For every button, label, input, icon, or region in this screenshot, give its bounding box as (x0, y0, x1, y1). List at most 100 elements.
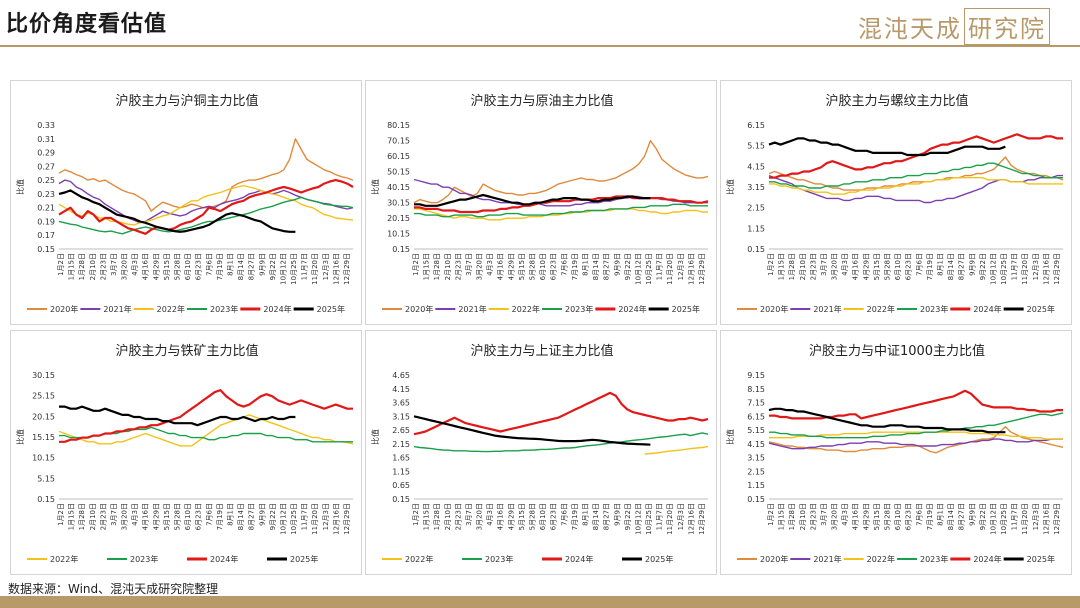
y-tick-label: 0.27 (37, 162, 55, 171)
y-tick-label: 5.15 (37, 474, 55, 483)
legend-label: 2023年 (920, 554, 948, 564)
x-tick-label: 9月9日 (613, 253, 621, 276)
chart-panel-csi1000: 沪胶主力与中证1000主力比值 比值 9.15 8.15 7.15 6.15 5.15 4.1… (720, 330, 1072, 575)
x-tick-label: 1月28日 (433, 503, 441, 530)
y-tick-label: 0.23 (37, 190, 55, 199)
top-divider (0, 45, 1080, 47)
series-line-2021年 (768, 174, 1063, 204)
legend-label: 2024年 (973, 554, 1001, 564)
x-tick-label: 5月15日 (518, 503, 526, 530)
x-tick-label: 2月23日 (99, 253, 107, 280)
x-tick-label: 7月6日 (560, 253, 568, 276)
chart-title: 沪胶主力与原油主力比值 (470, 93, 613, 109)
x-tick-label: 4月16日 (497, 503, 505, 530)
x-tick-label: 11月20日 (1021, 253, 1029, 285)
x-tick-label: 7月19日 (571, 503, 579, 530)
x-tick-label: 2月10日 (89, 503, 97, 530)
x-tick-label: 2月23日 (454, 503, 462, 530)
x-tick-label: 1月28日 (788, 503, 796, 530)
chart-panel-shanghai: 沪胶主力与上证主力比值 比值 4.65 4.15 3.65 3.15 2.65 2.15 1.6… (365, 330, 717, 575)
x-tick-label: 1月28日 (78, 503, 86, 530)
x-tick-label: 10月25日 (1000, 503, 1008, 535)
y-axis-label: 比值 (725, 179, 735, 195)
legend-label: 2022年 (512, 304, 540, 314)
legend-label: 2024年 (263, 304, 291, 314)
x-tick-label: 11月7日 (301, 503, 309, 530)
x-tick-label: 6月10日 (184, 253, 192, 280)
y-tick-label: 2.15 (747, 467, 765, 476)
y-tick-label: 6.15 (747, 412, 765, 421)
x-tick-label: 8月27日 (958, 253, 966, 280)
x-tick-label: 2月23日 (454, 253, 462, 280)
x-tick-label: 4月16日 (852, 253, 860, 280)
x-tick-label: 9月22日 (269, 253, 277, 280)
x-tick-label: 3月20日 (476, 253, 484, 280)
y-tick-label: 50.15 (387, 168, 410, 177)
y-tick-label: 80.15 (387, 121, 410, 130)
chart-panel-iron-ore: 沪胶主力与铁矿主力比值 比值 30.15 25.15 20.15 15.15 10.15 5.… (10, 330, 362, 575)
x-tick-label: 5月15日 (163, 253, 171, 280)
x-tick-label: 2月23日 (809, 253, 817, 280)
y-tick-label: 40.15 (387, 183, 410, 192)
source-note: 数据来源：Wind、混沌天成研究院整理 (8, 582, 219, 596)
x-tick-label: 6月23日 (550, 503, 558, 530)
x-tick-label: 8月1日 (226, 503, 234, 526)
x-tick-label: 10月12日 (279, 503, 287, 535)
x-tick-label: 6月23日 (550, 253, 558, 280)
x-tick-label: 2月23日 (99, 503, 107, 530)
x-tick-label: 6月10日 (184, 503, 192, 530)
x-tick-label: 8月1日 (936, 253, 944, 276)
x-tick-label: 1月2日 (412, 503, 420, 526)
y-tick-label: 2.15 (392, 440, 410, 449)
x-tick-label: 10月25日 (645, 503, 653, 535)
series-line-2022年 (769, 431, 1063, 440)
x-tick-label: 9月22日 (624, 253, 632, 280)
x-tick-label: 4月29日 (862, 253, 870, 280)
x-tick-label: 9月22日 (979, 253, 987, 280)
legend-label: 2021年 (103, 304, 131, 314)
chart-panel-crude: 沪胶主力与原油主力比值 比值 80.15 70.15 60.15 50.15 40.15 30… (365, 80, 717, 325)
x-tick-label: 10月25日 (290, 503, 298, 535)
x-tick-label: 7月6日 (915, 253, 923, 276)
legend-label: 2020年 (760, 554, 788, 564)
x-tick-label: 4月3日 (486, 503, 494, 526)
legend-label: 2024年 (973, 304, 1001, 314)
y-tick-label: 3.15 (747, 454, 765, 463)
y-tick-label: 0.25 (37, 176, 55, 185)
legend-label: 2023年 (565, 304, 593, 314)
x-tick-label: 9月22日 (624, 503, 632, 530)
x-tick-label: 5月15日 (163, 503, 171, 530)
x-tick-label: 3月7日 (820, 503, 828, 526)
chart-title: 沪胶主力与中证1000主力比值 (809, 343, 985, 359)
series-line-2023年 (413, 432, 709, 453)
x-tick-label: 3月7日 (465, 503, 473, 526)
series-line-2024年 (414, 195, 709, 214)
y-tick-label: 4.15 (747, 162, 765, 171)
x-tick-label: 12月29日 (343, 253, 351, 285)
x-tick-label: 12月16日 (687, 253, 695, 285)
x-tick-label: 7月6日 (205, 503, 213, 526)
x-tick-label: 9月9日 (258, 253, 266, 276)
x-tick-label: 3月20日 (121, 253, 129, 280)
x-tick-label: 4月16日 (142, 503, 150, 530)
y-tick-label: 30.15 (387, 199, 410, 208)
x-tick-label: 1月28日 (78, 253, 86, 280)
brand-logo: 混沌天成 研究院 (858, 8, 1050, 45)
series-line-2024年 (769, 389, 1063, 420)
x-tick-label: 6月10日 (894, 253, 902, 280)
x-tick-label: 1月15日 (423, 253, 431, 280)
series-line-2020年 (413, 140, 709, 204)
legend-label: 2025年 (317, 304, 345, 314)
chart-title: 沪胶主力与沪铜主力比值 (115, 93, 258, 109)
y-tick-label: 4.65 (392, 371, 410, 380)
x-tick-label: 1月28日 (788, 253, 796, 280)
legend-label: 2022年 (867, 304, 895, 314)
x-tick-label: 9月22日 (269, 503, 277, 530)
series-line-2023年 (414, 203, 708, 218)
series-line-2022年 (414, 208, 708, 221)
y-axis-label: 比值 (370, 179, 380, 195)
x-tick-label: 2月10日 (444, 503, 452, 530)
y-axis-label: 比值 (370, 429, 380, 445)
x-tick-label: 7月19日 (216, 503, 224, 530)
